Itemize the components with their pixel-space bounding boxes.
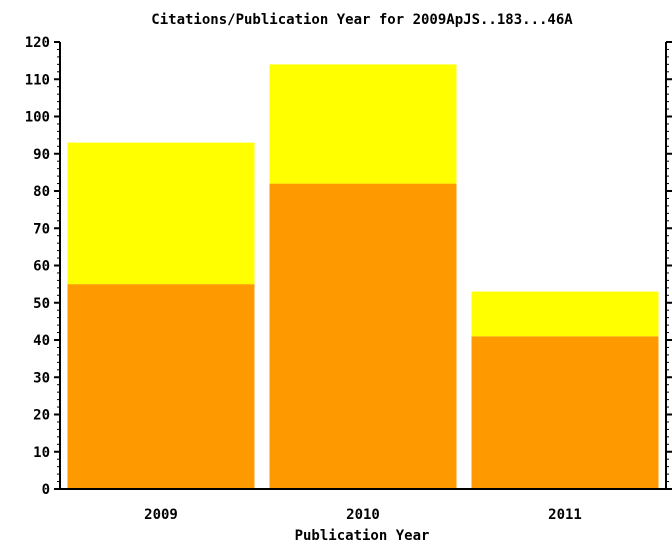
y-tick-label: 10 [33, 445, 50, 461]
y-tick-label: 40 [33, 333, 50, 349]
y-tick-label: 80 [33, 184, 50, 200]
x-tick-label: 2010 [346, 507, 380, 523]
x-tick-label: 2009 [144, 507, 178, 523]
bar-2009-segment-2 [67, 142, 255, 285]
x-tick-label: 2011 [548, 507, 582, 523]
y-tick-label: 20 [33, 408, 50, 424]
bar-2010-segment-2 [269, 64, 457, 184]
y-tick-label: 0 [42, 482, 50, 498]
y-tick-label: 70 [33, 221, 50, 237]
y-tick-label: 100 [25, 110, 50, 126]
bar-2011-segment-1 [471, 336, 659, 489]
bar-2010-segment-1 [269, 183, 457, 489]
x-axis-label: Publication Year [295, 528, 430, 544]
plot-area: 2009 2010 2011 0 10 20 30 40 50 60 70 80 90 100 110 120 [25, 35, 672, 523]
bar-2009-segment-1 [67, 284, 255, 489]
chart-title: Citations/Publication Year for 2009ApJS.… [151, 12, 573, 28]
y-tick-label: 50 [33, 296, 50, 312]
y-tick-label: 60 [33, 259, 50, 275]
y-tick-label: 120 [25, 35, 50, 51]
y-tick-label: 110 [25, 72, 50, 88]
y-tick-label: 90 [33, 147, 50, 163]
bar-2011-segment-2 [471, 291, 659, 337]
y-tick-label: 30 [33, 370, 50, 386]
